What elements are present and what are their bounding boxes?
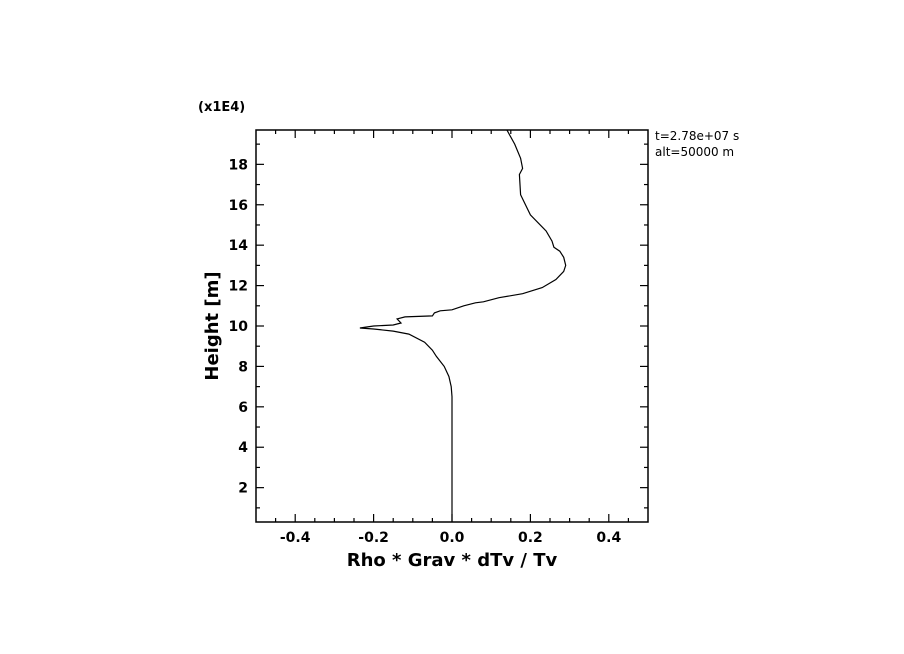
y-tick-labels: 2 4 6 8 10 12 14 16 18	[229, 157, 249, 496]
y-tick-label: 2	[238, 481, 248, 497]
x-tick-label: 0.0	[440, 530, 465, 546]
y-tick-label: 14	[229, 238, 249, 254]
axis-ticks	[256, 130, 648, 522]
y-tick-label: 4	[238, 440, 248, 456]
y-scale-label: (x1E4)	[198, 100, 245, 115]
y-axis-title: Height [m]	[202, 271, 223, 380]
x-axis-title: Rho * Grav * dTv / Tv	[347, 550, 558, 571]
alt-annotation: alt=50000 m	[655, 145, 734, 159]
y-tick-label: 16	[229, 198, 248, 214]
y-tick-label: 8	[238, 359, 248, 375]
x-tick-label: -0.4	[280, 530, 311, 546]
y-tick-label: 10	[229, 319, 249, 335]
x-tick-label: -0.2	[358, 530, 389, 546]
x-tick-label: 0.4	[596, 530, 621, 546]
x-tick-label: 0.2	[518, 530, 543, 546]
y-tick-label: 12	[229, 279, 248, 295]
y-tick-label: 18	[229, 157, 248, 173]
time-annotation: t=2.78e+07 s	[655, 129, 739, 143]
x-tick-labels: -0.4 -0.2 0.0 0.2 0.4	[280, 530, 622, 546]
y-tick-label: 6	[238, 400, 248, 416]
profile-line	[359, 129, 567, 522]
